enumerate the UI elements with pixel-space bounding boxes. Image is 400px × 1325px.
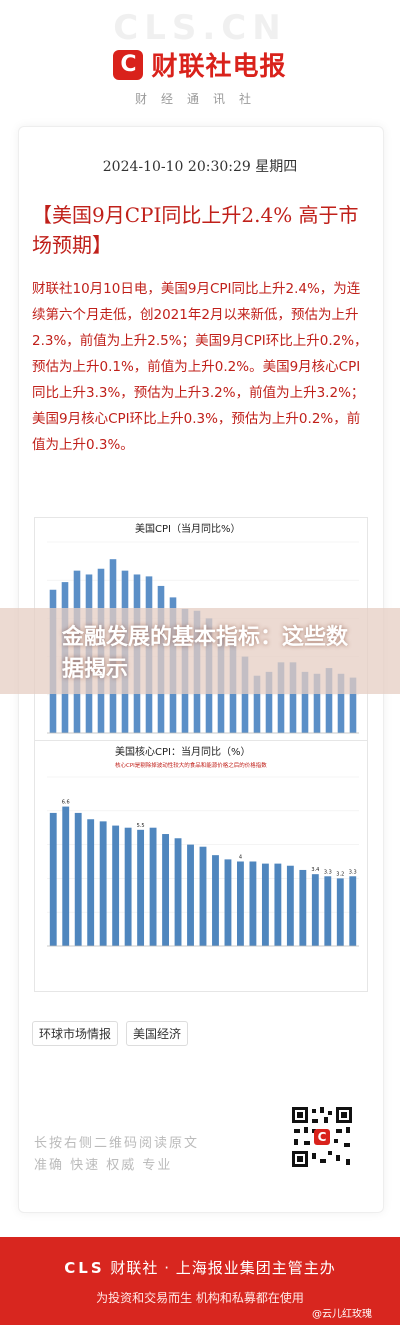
chart-bar — [137, 829, 145, 946]
footer-cls: CLS — [64, 1259, 105, 1277]
article-datetime: 2024-10-10 20:30:29 星期四 — [102, 159, 298, 175]
core-cpi-chart: 美国核心CPI：当月同比（%） 核心CPI是剔除掉波动性较大的食品和能源价格之后… — [34, 740, 368, 992]
chart-bar — [99, 821, 107, 946]
chart-bar — [74, 812, 82, 946]
brand-name: 财联社电报 — [151, 52, 287, 82]
chart-bar — [162, 834, 169, 946]
core-cpi-chart-svg: 美国核心CPI：当月同比（%） 核心CPI是剔除掉波动性较大的食品和能源价格之后… — [47, 745, 359, 947]
article-headline: 【美国9月CPI同比上升2.4% 高于市场预期】 — [32, 203, 359, 257]
chart-bar — [277, 662, 285, 733]
bar-data-label: 3.4 — [311, 867, 319, 873]
chart-bar — [301, 671, 309, 733]
bar-data-label: 5.5 — [137, 823, 145, 829]
brand-logo: C 财联社电报 — [0, 46, 400, 83]
cls-logo-icon: C — [113, 49, 144, 80]
bar-data-label: 3.3 — [324, 869, 332, 875]
chart-bar — [49, 812, 57, 946]
chart-bar — [289, 662, 297, 733]
footer-banner: CLS 财联社 · 上海报业集团主管主办 为投资和交易而生 机构和私募都在使用 — [0, 1237, 400, 1325]
chart-bar — [253, 675, 261, 733]
chart-bar — [199, 846, 207, 946]
chart-bar — [174, 838, 182, 946]
chart-bar — [325, 668, 333, 733]
chart-bar — [249, 861, 257, 946]
tag-item[interactable]: 环球市场情报 — [32, 1021, 119, 1046]
chart-bar — [241, 656, 249, 733]
chart-bar — [349, 876, 357, 946]
chart-bar — [286, 865, 294, 946]
bar-data-label: 4 — [239, 855, 242, 861]
chart-bar — [299, 869, 307, 946]
bar-data-label: 3.2 — [336, 871, 344, 877]
bar-data-label: 6.6 — [62, 800, 70, 806]
chart-bar — [337, 673, 345, 733]
chart-bar — [124, 827, 132, 946]
core-cpi-chart-title: 美国核心CPI：当月同比（%） — [115, 745, 250, 758]
chart-bar — [187, 844, 194, 946]
scan-text-line1: 长按右侧二维码阅读原文 — [34, 1136, 200, 1151]
footer-line1: CLS 财联社 · 上海报业集团主管主办 — [0, 1257, 400, 1278]
chart-bar — [324, 876, 332, 946]
background-watermark: CLS.CN — [113, 8, 287, 48]
chart-bar — [313, 673, 321, 733]
article-body: 财联社10月10日电，美国9月CPI同比上升2.4%，为连续第六个月走低，创20… — [32, 281, 368, 453]
chart-bar — [349, 677, 357, 733]
qr-center-logo: C — [318, 1130, 327, 1144]
overlay-text: 金融发展的基本指标：这些数据揭示 — [62, 625, 349, 682]
weibo-credit: @云儿红玫瑰 — [312, 1309, 372, 1320]
scan-text-line2: 准确 快速 权威 专业 — [34, 1158, 173, 1173]
chart-bar — [149, 827, 157, 946]
chart-bar — [112, 825, 120, 946]
chart-bar — [261, 863, 269, 946]
qr-code-icon[interactable]: C — [290, 1105, 354, 1169]
brand-subtitle: 财经通讯社 — [134, 92, 265, 106]
chart-bar — [212, 855, 219, 946]
chart-bar — [224, 859, 232, 946]
chart-bar — [265, 671, 273, 733]
chart-bar — [87, 819, 95, 946]
core-cpi-chart-subtitle: 核心CPI是剔除掉波动性较大的食品和能源价格之后的价格指数 — [115, 761, 267, 769]
chart-bar — [336, 878, 344, 946]
footer-line2: 为投资和交易而生 机构和私募都在使用 — [96, 1291, 304, 1305]
footer-line1-text: 财联社 · 上海报业集团主管主办 — [110, 1259, 336, 1277]
tag-list: 环球市场情报 美国经济 — [32, 1021, 189, 1046]
overlay-banner — [0, 608, 400, 694]
chart-bar — [274, 863, 282, 946]
tag-item[interactable]: 美国经济 — [126, 1021, 189, 1046]
bar-data-label: 3.3 — [349, 869, 357, 875]
scan-instructions: 长按右侧二维码阅读原文 准确 快速 权威 专业 — [34, 1133, 199, 1177]
chart-bar — [237, 861, 244, 946]
cpi-chart-title: 美国CPI（当月同比%） — [135, 522, 240, 535]
chart-bar — [62, 806, 70, 946]
chart-bar — [311, 874, 319, 946]
